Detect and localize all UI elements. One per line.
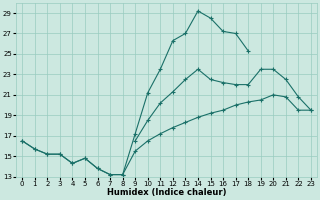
X-axis label: Humidex (Indice chaleur): Humidex (Indice chaleur) — [107, 188, 226, 197]
